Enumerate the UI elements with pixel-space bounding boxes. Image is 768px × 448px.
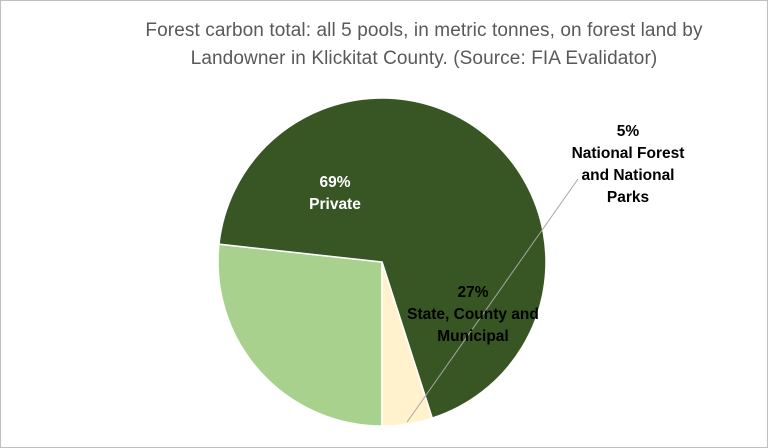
pie-slice-private: [218, 97, 547, 420]
data-label-category-line: Parks: [607, 189, 649, 206]
chart-title: Forest carbon total: all 5 pools, in met…: [81, 17, 767, 73]
data-label-category-line: Private: [309, 196, 361, 213]
leader-line: [406, 178, 579, 423]
chart-title-line-1: Forest carbon total: all 5 pools, in met…: [145, 20, 703, 41]
pie-slice-state-county-and-municipal: [217, 243, 383, 427]
data-label-category-line: Municipal: [437, 328, 508, 345]
data-label-percent: 27%: [457, 284, 488, 301]
chart-title-line-2: Landowner in Klickitat County. (Source: …: [190, 48, 658, 69]
data-label-category-line: National Forest: [572, 145, 685, 162]
data-label-state-county-and-municipal: 27% State, County and Municipal: [407, 284, 539, 345]
data-label-private: 69% Private: [309, 174, 361, 213]
data-label-category-line: and National: [581, 167, 674, 184]
data-label-percent: 5%: [617, 123, 640, 140]
data-label-national-forest-and-national-parks: 5% National Forest and National Parks: [572, 123, 685, 206]
pie-slice-national-forest-and-national-parks: [381, 261, 434, 427]
data-label-percent: 69%: [319, 174, 350, 191]
data-label-category-line: State, County and: [407, 306, 539, 323]
